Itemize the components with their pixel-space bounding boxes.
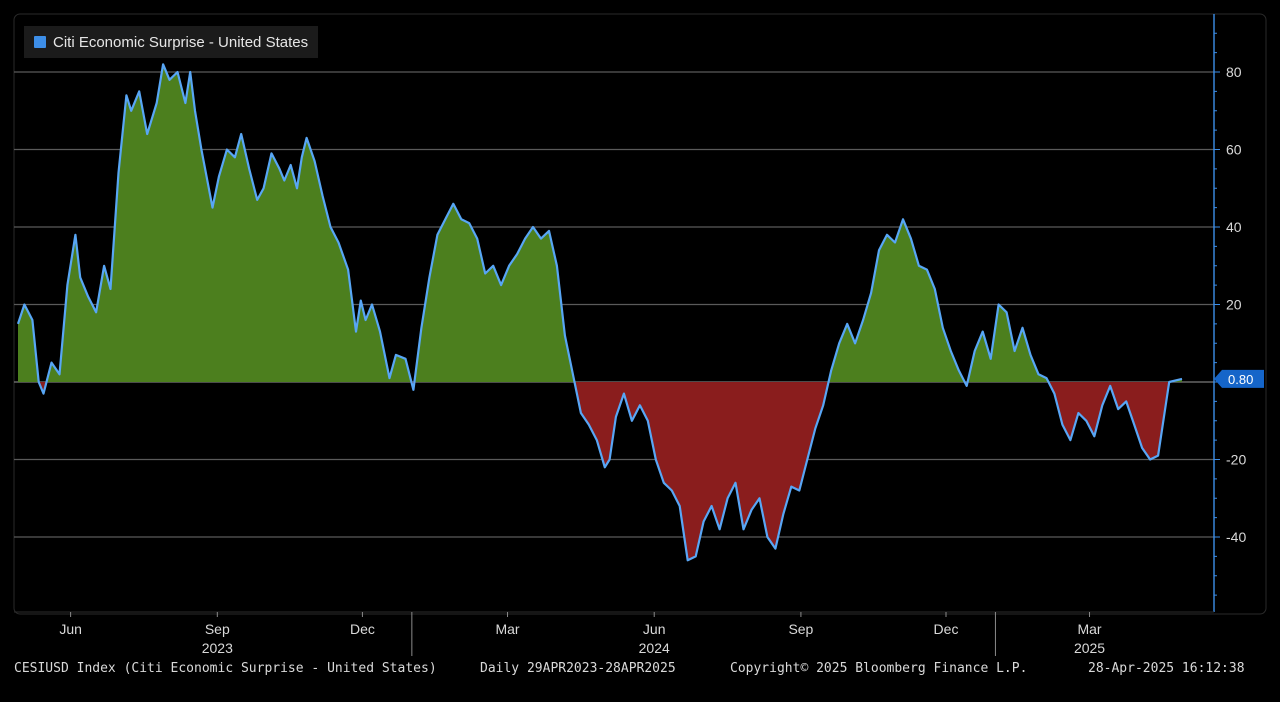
y-tick-label: 40 bbox=[1226, 219, 1242, 235]
y-tick-label: -20 bbox=[1226, 452, 1246, 468]
last-value-label: 0.80 bbox=[1228, 372, 1253, 387]
x-tick-label: Mar bbox=[495, 621, 519, 637]
y-tick-label: 80 bbox=[1226, 64, 1242, 80]
y-tick-label: -40 bbox=[1226, 529, 1246, 545]
footer-copyright: Copyright© 2025 Bloomberg Finance L.P. bbox=[730, 661, 1028, 676]
last-value-box bbox=[1214, 369, 1264, 388]
legend-label: Citi Economic Surprise - United States bbox=[53, 33, 309, 51]
negative-area-9 bbox=[1048, 382, 1170, 460]
x-tick-label: Sep bbox=[788, 621, 813, 637]
footer-index-name: CESIUSD Index (Citi Economic Surprise - … bbox=[14, 661, 437, 676]
positive-area-0 bbox=[18, 304, 39, 382]
x-tick-label: Dec bbox=[350, 621, 375, 637]
footer-timestamp: 28-Apr-2025 16:12:38 bbox=[1088, 661, 1245, 676]
negative-area-5 bbox=[574, 382, 829, 561]
x-year-label: 2024 bbox=[639, 640, 670, 656]
x-tick-label: Jun bbox=[59, 621, 82, 637]
legend: Citi Economic Surprise - United States bbox=[24, 26, 319, 58]
positive-area-4 bbox=[414, 203, 575, 382]
footer-range: Daily 29APR2023-28APR2025 bbox=[480, 661, 676, 676]
positive-area-6 bbox=[828, 219, 965, 382]
x-tick-label: Jun bbox=[643, 621, 666, 637]
y-tick-label: 60 bbox=[1226, 142, 1242, 158]
legend-swatch bbox=[34, 36, 46, 48]
series-line bbox=[16, 63, 1183, 562]
x-tick-label: Dec bbox=[934, 621, 959, 637]
plot-border bbox=[13, 13, 1267, 615]
positive-area-2 bbox=[46, 64, 412, 383]
area-fills bbox=[18, 64, 1182, 561]
x-tick-label: Mar bbox=[1077, 621, 1101, 637]
y-tick-label: 20 bbox=[1226, 297, 1242, 313]
x-year-label: 2023 bbox=[202, 640, 233, 656]
series-line-path bbox=[16, 63, 1183, 562]
positive-area-8 bbox=[967, 304, 1049, 382]
x-year-label: 2025 bbox=[1074, 640, 1105, 656]
axes: 80 60 40 20 -20 -40 Jun Sep Dec Mar Jun Sep Dec Mar 20… bbox=[14, 14, 1264, 656]
x-tick-label: Sep bbox=[205, 621, 230, 637]
